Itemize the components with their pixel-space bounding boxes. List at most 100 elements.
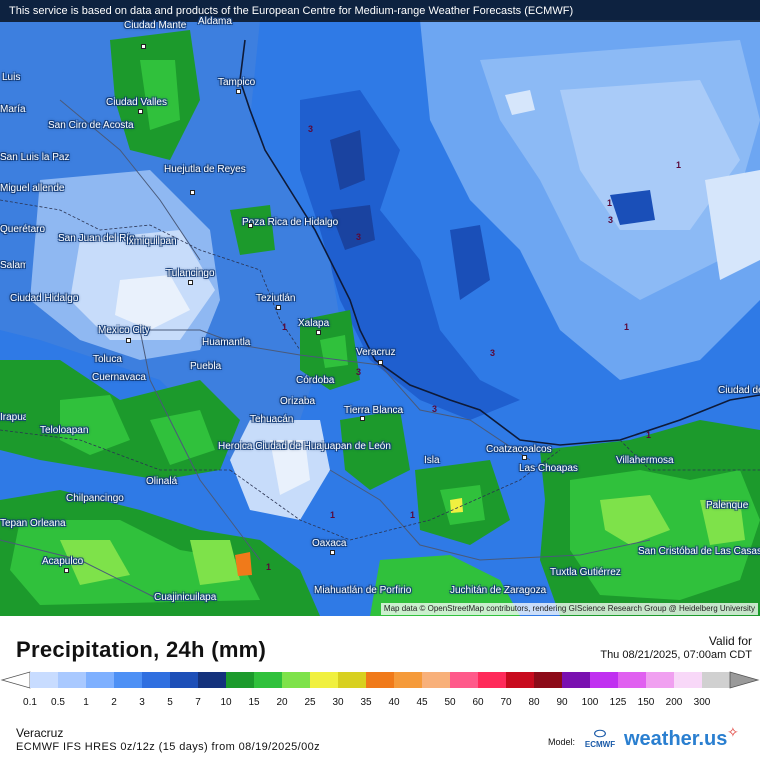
- colorbar-swatch: [394, 672, 423, 688]
- colorbar-tick-label: 5: [167, 697, 173, 708]
- colorbar-swatch: [58, 672, 87, 688]
- contour-label: 1: [607, 198, 613, 208]
- colorbar-tick-label: 10: [220, 697, 232, 708]
- contour-label: 1: [646, 430, 652, 440]
- city-coatzacoalcos: Coatzacoalcos: [486, 444, 552, 455]
- city-ixmiquilpan: Ixmiquilpan: [126, 236, 177, 247]
- map-graphics: [0, 20, 760, 616]
- city-ciudad-valles: Ciudad Valles: [106, 97, 167, 108]
- colorbar-swatch: [562, 672, 591, 688]
- colorbar-tick-label: 2: [111, 697, 117, 708]
- contour-label: 3: [356, 367, 362, 377]
- colorbar-tick-label: 80: [528, 697, 540, 708]
- colorbar-swatch: [170, 672, 199, 688]
- map-title: Precipitation, 24h (mm): [16, 637, 267, 662]
- colorbar-tick-label: 200: [665, 697, 683, 708]
- city-tuxtla: Tuxtla Gutiérrez: [550, 567, 621, 578]
- weather-us-swirl-icon: ✧: [727, 724, 739, 740]
- city-irapuato: Irapuato: [0, 412, 26, 423]
- city-marker: [64, 568, 69, 573]
- colorbar-swatch: [646, 672, 675, 688]
- contour-label: 1: [410, 510, 416, 520]
- colorbar-tick-label: 150: [637, 697, 655, 708]
- city-marker: [248, 223, 253, 228]
- colorbar-tick-label: 60: [472, 697, 484, 708]
- city-san-luis-la-paz: San Luis la Paz: [0, 152, 70, 163]
- colorbar-left-arrow: [0, 671, 31, 689]
- city-marker: [188, 280, 193, 285]
- colorbar-tick-label: 0.1: [23, 697, 37, 708]
- city-tehuacan: Tehuacán: [250, 414, 294, 425]
- city-tierra-blanca: Tierra Blanca: [344, 405, 404, 416]
- colorbar-tick-label: 7: [195, 697, 201, 708]
- colorbar-right-arrow: [729, 671, 760, 689]
- colorbar-tick-label: 0.5: [51, 697, 65, 708]
- valid-time: Thu 08/21/2025, 07:00am CDT: [600, 649, 752, 661]
- contour-label: 1: [266, 562, 272, 572]
- city-marker: [522, 455, 527, 460]
- contour-label: 3: [432, 404, 438, 414]
- city-marker: [378, 360, 383, 365]
- colorbar-tick-label: 35: [360, 697, 372, 708]
- city-san-cristobal: San Cristóbal de Las Casas: [638, 546, 760, 557]
- colorbar-tick-label: 125: [609, 697, 627, 708]
- city-marker: [141, 44, 146, 49]
- city-san-ciro: San Ciro de Acosta: [48, 120, 134, 131]
- colorbar-swatch: [450, 672, 479, 688]
- city-san-juan-del-rio: San Juan del Río: [58, 233, 135, 244]
- city-ciudad-hidalgo: Ciudad Hidalgo: [10, 293, 79, 304]
- city-marker: [330, 550, 335, 555]
- map-attribution: Map data © OpenStreetMap contributors, r…: [380, 603, 758, 615]
- precipitation-map[interactable]: This service is based on data and produc…: [0, 0, 760, 616]
- colorbar-swatch: [422, 672, 451, 688]
- colorbar-tick-label: 3: [139, 697, 145, 708]
- city-las-choapas: Las Choapas: [519, 463, 578, 474]
- colorbar-tick-label: 100: [581, 697, 599, 708]
- city-miguel-allende: Miguel allende: [0, 183, 65, 194]
- city-juchitan: Juchitán de Zaragoza: [450, 585, 547, 596]
- colorbar-swatch: [702, 672, 731, 688]
- colorbar-swatch: [506, 672, 535, 688]
- colorbar-swatch: [478, 672, 507, 688]
- city-salamanca: Salamanca: [0, 260, 26, 271]
- city-poza-rica: Poza Rica de Hidalgo: [242, 217, 339, 228]
- city-queretaro: Querétaro: [0, 224, 46, 235]
- ecmwf-banner: This service is based on data and produc…: [0, 0, 760, 22]
- colorbar-tick-label: 45: [416, 697, 428, 708]
- contour-label: 1: [282, 322, 288, 332]
- city-chilpancingo: Chilpancingo: [66, 493, 124, 504]
- city-marker: [126, 338, 131, 343]
- colorbar-swatch: [254, 672, 283, 688]
- city-aldama: Aldama: [198, 16, 232, 27]
- weather-us-logo[interactable]: weather.us: [624, 728, 728, 750]
- city-teloloapan: Teloloapan: [40, 425, 89, 436]
- city-marker: [138, 109, 143, 114]
- city-xalapa: Xalapa: [298, 318, 330, 329]
- city-oaxaca: Oaxaca: [312, 538, 347, 549]
- colorbar-tick-label: 15: [248, 697, 260, 708]
- city-tepan: Tepan Orleana: [0, 518, 66, 529]
- colorbar-swatch: [590, 672, 619, 688]
- colorbar-tick-label: 70: [500, 697, 512, 708]
- city-miahuatlan: Miahuatlán de Porfirio: [314, 585, 412, 596]
- region-name: Veracruz: [16, 726, 64, 740]
- contour-label: 1: [330, 510, 336, 520]
- colorbar-swatch: [226, 672, 255, 688]
- ecmwf-logo: ⬭ ECMWF: [582, 726, 618, 756]
- colorbar-swatch: [534, 672, 563, 688]
- city-acapulco: Acapulco: [42, 556, 84, 567]
- colorbar-swatch: [674, 672, 703, 688]
- city-marker: [236, 89, 241, 94]
- model-run-info: ECMWF IFS HRES 0z/12z (15 days) from 08/…: [16, 741, 321, 753]
- colorbar-swatch: [198, 672, 227, 688]
- city-marker: [190, 190, 195, 195]
- contour-label: 3: [308, 124, 314, 134]
- city-marker: [276, 305, 281, 310]
- colorbar-tick-label: 90: [556, 697, 568, 708]
- city-palenque: Palenque: [706, 500, 749, 511]
- colorbar-tick-label: 40: [388, 697, 400, 708]
- contour-label: 1: [624, 322, 630, 332]
- city-teziutlan: Teziutlán: [256, 293, 296, 304]
- valid-label: Valid for: [708, 634, 752, 648]
- colorbar-swatch: [366, 672, 395, 688]
